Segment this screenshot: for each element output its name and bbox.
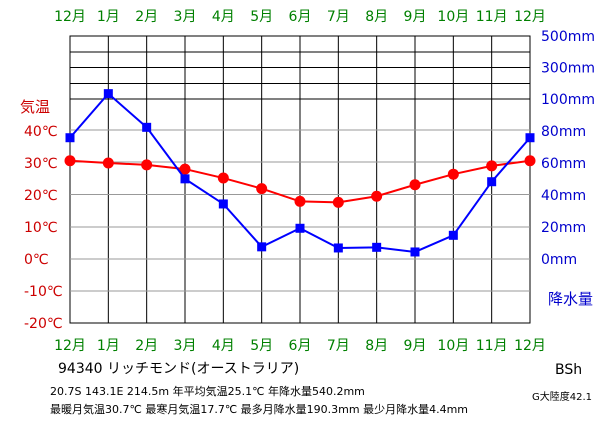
temperature-tick-label: 30℃ (24, 156, 58, 172)
month-label-top: 11月 (476, 9, 508, 25)
month-label-bottom: 6月 (289, 338, 312, 354)
temperature-point (179, 163, 191, 175)
temperature-point (371, 190, 383, 202)
month-label-bottom: 2月 (135, 338, 158, 354)
month-label-top: 3月 (174, 9, 197, 25)
temperature-axis-ticks: 40℃ 30℃ 20℃ 10℃ 0℃ -10℃ -20℃ (24, 124, 63, 332)
month-label-bottom: 11月 (476, 338, 508, 354)
precipitation-point (487, 177, 497, 187)
precipitation-tick-label: 60mm (541, 156, 586, 172)
month-label-bottom: 1月 (97, 338, 120, 354)
station-stats-line2: 最暖月気温30.7℃ 最寒月気温17.7℃ 最多月降水量190.3mm 最少月降… (50, 403, 469, 416)
month-labels-top: 12月 1月 2月 3月 4月 5月 6月 7月 8月 9月 10月 11月 12月 (54, 9, 546, 25)
temperature-point (486, 160, 498, 172)
temperature-tick-label: 0℃ (24, 252, 49, 268)
temperature-point (256, 183, 268, 195)
climate-classification: BSh (555, 362, 583, 378)
precipitation-point (218, 199, 228, 209)
month-label-bottom: 12月 (514, 338, 546, 354)
month-label-top: 12月 (54, 9, 86, 25)
grid (69, 35, 531, 324)
precipitation-point (180, 174, 190, 184)
temperature-point (332, 196, 344, 208)
month-label-top: 5月 (250, 9, 273, 25)
month-label-top: 4月 (212, 9, 235, 25)
precipitation-point (410, 247, 420, 257)
month-label-bottom: 9月 (404, 338, 427, 354)
month-label-top: 12月 (514, 9, 546, 25)
month-label-top: 6月 (289, 9, 312, 25)
month-label-top: 1月 (97, 9, 120, 25)
station-stats-line1: 20.7S 143.1E 214.5m 年平均気温25.1℃ 年降水量540.2… (50, 385, 365, 398)
temperature-tick-label: 20℃ (24, 188, 58, 204)
precipitation-point (525, 133, 535, 143)
temperature-tick-label: -10℃ (24, 284, 63, 300)
month-label-top: 8月 (365, 9, 388, 25)
month-label-top: 9月 (404, 9, 427, 25)
aridity-index: G大陸度42.1 (532, 392, 593, 403)
temperature-axis-title: 気温 (20, 98, 50, 116)
month-label-bottom: 7月 (327, 338, 350, 354)
precipitation-axis-ticks: 500mm 300mm 100mm 80mm 60mm 40mm 20mm 0mm (541, 29, 595, 268)
station-name: 94340 リッチモンド(オーストラリア) (58, 361, 300, 377)
precipitation-point (257, 242, 267, 252)
month-label-bottom: 4月 (212, 338, 235, 354)
precipitation-tick-label: 500mm (541, 29, 595, 45)
precipitation-tick-label: 80mm (541, 124, 586, 140)
precipitation-series (65, 89, 535, 257)
precipitation-point (295, 223, 305, 233)
month-label-bottom: 10月 (437, 338, 469, 354)
precipitation-point (103, 89, 113, 99)
precipitation-point (142, 122, 152, 132)
month-label-top: 10月 (437, 9, 469, 25)
month-label-bottom: 3月 (174, 338, 197, 354)
temperature-point (447, 168, 459, 180)
precipitation-tick-label: 300mm (541, 61, 595, 77)
month-label-top: 7月 (327, 9, 350, 25)
precipitation-point (448, 230, 458, 240)
temperature-tick-label: -20℃ (24, 316, 63, 332)
precipitation-point (372, 242, 382, 252)
temperature-tick-label: 40℃ (24, 124, 58, 140)
month-label-top: 2月 (135, 9, 158, 25)
temperature-point (64, 155, 76, 167)
temperature-point (409, 179, 421, 191)
precipitation-tick-label: 20mm (541, 220, 586, 236)
precipitation-tick-label: 100mm (541, 92, 595, 108)
precipitation-axis-title: 降水量 (548, 290, 593, 308)
precipitation-point (333, 243, 343, 253)
temperature-point (294, 195, 306, 207)
temperature-tick-label: 10℃ (24, 220, 58, 236)
temperature-series (64, 155, 536, 208)
precipitation-point (65, 133, 75, 143)
temperature-point (524, 155, 536, 167)
temperature-point (217, 172, 229, 184)
precipitation-tick-label: 40mm (541, 188, 586, 204)
temperature-point (141, 159, 153, 171)
precipitation-tick-label: 0mm (541, 252, 577, 268)
temperature-point (102, 157, 114, 169)
month-label-bottom: 8月 (365, 338, 388, 354)
month-labels-bottom: 12月 1月 2月 3月 4月 5月 6月 7月 8月 9月 10月 11月 12月 (54, 338, 546, 354)
month-label-bottom: 12月 (54, 338, 86, 354)
month-label-bottom: 5月 (250, 338, 273, 354)
